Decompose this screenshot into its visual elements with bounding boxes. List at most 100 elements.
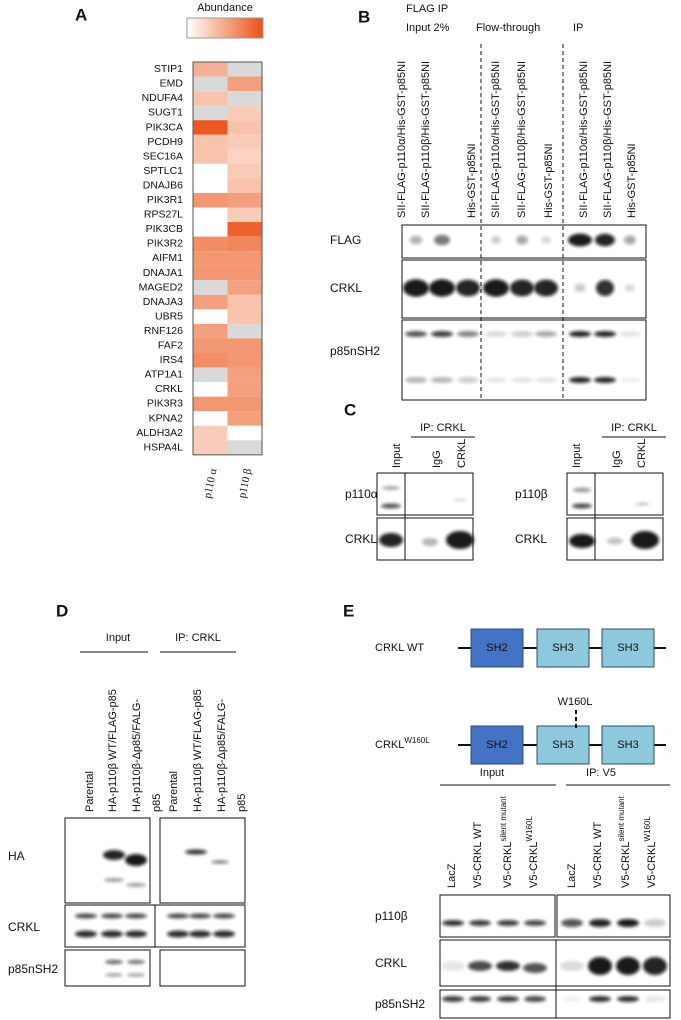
label-text: V5-CRKL WT bbox=[592, 822, 604, 888]
lane-label: SII-FLAG-p110β/His-GST-p85NI bbox=[602, 61, 614, 218]
gene-label: UBR5 bbox=[155, 310, 183, 322]
band bbox=[607, 537, 623, 545]
band bbox=[485, 331, 507, 337]
lane-label: CRKL bbox=[456, 439, 468, 468]
label: IP bbox=[573, 22, 583, 34]
heatmap-cell bbox=[227, 265, 262, 281]
lane-label: His-GST-p85NI bbox=[466, 143, 478, 218]
band bbox=[189, 930, 211, 938]
heatmap-cell bbox=[193, 338, 228, 353]
heatmap-cell bbox=[227, 222, 262, 237]
heatmap-cell bbox=[227, 236, 262, 252]
band bbox=[409, 235, 423, 245]
row-label: p85nSH2 bbox=[8, 962, 58, 976]
row-label: CRKL bbox=[375, 956, 407, 970]
lane-label: Input bbox=[571, 444, 583, 468]
band bbox=[167, 913, 189, 919]
lane-label: SII-FLAG-p110β/His-GST-p85NI bbox=[420, 61, 432, 218]
gene-label: SUGT1 bbox=[148, 107, 183, 119]
label-text: V5-CRKL bbox=[620, 842, 632, 888]
band bbox=[524, 996, 546, 1002]
heatmap-cell bbox=[193, 323, 228, 339]
band bbox=[457, 331, 479, 337]
band bbox=[568, 233, 592, 247]
label-text: V5-CRKL bbox=[646, 842, 658, 888]
band bbox=[101, 930, 123, 938]
lane-label: IgG bbox=[611, 450, 623, 468]
label: C bbox=[344, 400, 356, 419]
heatmap-cell bbox=[193, 207, 228, 223]
label: IP: CRKL bbox=[420, 422, 466, 434]
gene-label: PIK3R3 bbox=[147, 398, 183, 410]
heatmap-cell bbox=[193, 149, 228, 164]
lane-label: CRKL WT bbox=[375, 642, 424, 654]
label: FLAG IP bbox=[406, 3, 448, 15]
gene-label: PIK3CB bbox=[146, 223, 183, 235]
row-label: p110α bbox=[345, 487, 378, 501]
blot bbox=[556, 894, 671, 938]
band bbox=[624, 235, 636, 245]
domain bbox=[470, 725, 524, 765]
band bbox=[105, 973, 123, 977]
heatmap-cell bbox=[193, 353, 228, 368]
band bbox=[631, 531, 659, 549]
label: Flow-through bbox=[476, 22, 540, 34]
colorbar bbox=[186, 17, 264, 39]
heatmap-cell bbox=[227, 120, 262, 135]
gene-label: SPTLC1 bbox=[143, 165, 183, 177]
blot bbox=[159, 949, 246, 987]
band bbox=[535, 377, 557, 383]
gene-label: ALDH3A2 bbox=[136, 427, 183, 439]
heatmap-cell bbox=[227, 149, 262, 164]
heatmap-cell bbox=[193, 382, 228, 397]
band bbox=[457, 377, 479, 383]
label: IP: V5 bbox=[586, 767, 616, 779]
lane-label: IgG bbox=[431, 450, 443, 468]
heatmap-cell bbox=[227, 396, 262, 412]
blot bbox=[376, 472, 474, 516]
gene-label: AIFM1 bbox=[152, 252, 183, 264]
label-sup: silent mutant bbox=[499, 795, 508, 841]
gene-label: PIK3R2 bbox=[147, 238, 183, 250]
heatmap-cell bbox=[227, 309, 262, 324]
label: IP: CRKL bbox=[175, 632, 221, 644]
band bbox=[485, 377, 507, 383]
heatmap-cell bbox=[193, 425, 228, 441]
band bbox=[511, 377, 533, 383]
heatmap-cell bbox=[193, 309, 228, 324]
heatmap-cell bbox=[227, 91, 262, 106]
column-label: p110 α bbox=[202, 467, 220, 499]
band bbox=[573, 487, 591, 493]
lane-label: SII-FLAG-p110α/His-GST-p85NI bbox=[396, 61, 408, 218]
domain-label: SH3 bbox=[552, 642, 573, 654]
label: Abundance bbox=[197, 2, 253, 14]
band bbox=[75, 913, 97, 919]
band bbox=[595, 233, 615, 247]
domain bbox=[601, 628, 655, 668]
domain-label: SH3 bbox=[617, 642, 638, 654]
band bbox=[569, 534, 595, 548]
row-label: CRKL bbox=[8, 920, 40, 934]
band bbox=[189, 913, 211, 919]
label: E bbox=[343, 601, 354, 620]
label-text: V5-CRKL bbox=[502, 842, 514, 888]
domain-label: SH3 bbox=[552, 739, 573, 751]
heatmap-cell bbox=[227, 207, 262, 223]
label-sup: W160L bbox=[404, 736, 430, 745]
band bbox=[379, 533, 403, 547]
blot bbox=[439, 894, 556, 938]
band bbox=[125, 930, 147, 938]
heatmap-cell bbox=[193, 440, 228, 455]
row-label: p85nSH2 bbox=[330, 344, 380, 358]
domain bbox=[601, 725, 655, 765]
label-text: LacZ bbox=[446, 863, 458, 888]
band bbox=[126, 883, 146, 887]
domain bbox=[536, 725, 590, 765]
gene-label: DNAJA1 bbox=[143, 267, 183, 279]
band bbox=[510, 279, 534, 297]
row-label: FLAG bbox=[330, 233, 361, 247]
band bbox=[594, 331, 616, 337]
band bbox=[625, 284, 635, 292]
band bbox=[561, 919, 583, 927]
